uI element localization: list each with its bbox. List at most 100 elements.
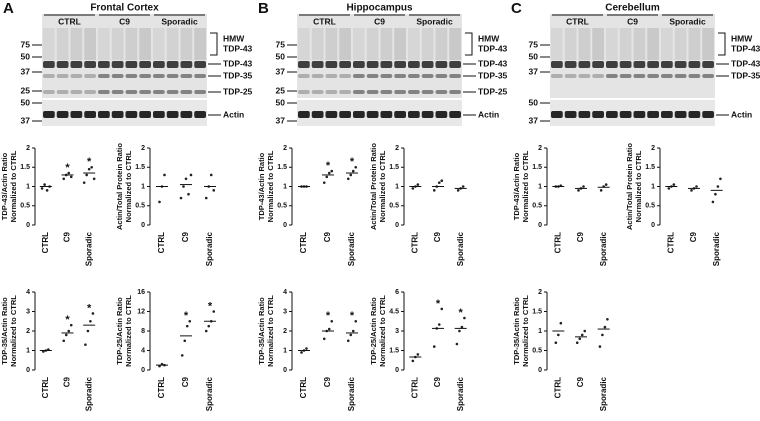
band [421,61,434,68]
y-axis-label: TDP-25/Actin Ratio [369,297,378,365]
y-tick-label: 0 [395,367,399,374]
actin-band [339,111,351,118]
data-point [327,171,331,175]
band [111,61,124,68]
data-point [695,185,698,188]
band [325,61,338,68]
band [70,90,83,94]
data-point [325,175,329,179]
smear [592,28,604,60]
hmw-label: HMW [223,33,245,43]
data-point [711,200,715,204]
smear [56,28,69,60]
y-tick-label: 1 [538,328,542,335]
lane-label: Sporadic [161,16,198,26]
y-tick-label: 0.5 [389,203,399,210]
band [194,61,206,68]
data-point [330,319,334,323]
band [578,61,591,68]
data-point [606,318,609,321]
band [394,74,406,78]
y-tick-label: 0 [141,222,145,229]
band [408,90,420,94]
x-tick-label: Sporadic [456,231,465,266]
x-tick-label: Sporadic [84,231,93,266]
band [98,90,110,94]
data-point [667,187,671,190]
y-axis-label: Normalized to CTRL [9,295,18,367]
band [366,74,379,78]
data-point [69,323,73,327]
significance: * [436,298,441,310]
significance: * [184,310,189,322]
y-tick-label: 6 [395,289,399,296]
actin-band [619,111,632,118]
actin-band [674,111,687,118]
band [421,74,434,78]
band-label: Actin [223,109,244,119]
band [647,74,659,78]
smear [139,28,151,60]
actin-band [435,111,448,118]
y-tick-label: 3 [283,308,287,315]
lane-label: CTRL [58,16,81,26]
data-point [69,175,73,179]
band [661,61,673,68]
band [380,74,393,78]
mw-marker: 37 [276,66,286,76]
data-point [322,181,326,184]
data-point [440,307,444,311]
smear [153,28,165,60]
data-point [91,312,95,315]
smear [125,28,138,60]
y-axis-label: TDP-35/Actin Ratio [257,297,266,365]
x-tick-label: Sporadic [347,376,356,411]
band [449,90,461,94]
mw-marker: 37 [276,115,286,125]
mw-marker: 37 [529,115,539,125]
y-tick-label: 1.5 [645,164,655,171]
x-tick-label: Sporadic [205,376,214,411]
data-point [690,189,693,192]
data-point [212,189,216,192]
band [674,74,687,78]
band [298,90,310,94]
blot [550,14,715,98]
smear [111,28,124,60]
x-tick-label: C9 [323,231,332,242]
x-tick-label: CTRL [157,377,166,398]
significance: * [326,310,331,322]
band [325,74,338,78]
band [153,90,165,94]
band [180,61,193,68]
actin-blot [42,100,207,126]
significance: * [65,162,70,174]
x-tick-label: CTRL [410,377,419,398]
band [449,74,461,78]
actin-band [421,111,434,118]
y-tick-label: 2 [538,145,542,152]
actin-band [394,111,406,118]
actin-band [84,111,96,118]
panel-title: Cerebellum [605,3,660,14]
y-tick-label: 2 [538,289,542,296]
mw-marker: 25 [21,85,31,95]
data-point [437,181,441,184]
data-point [64,333,68,337]
y-tick-label: 0.5 [532,347,542,354]
x-tick-label: C9 [181,231,190,242]
actin-band [311,111,324,118]
band [56,74,69,78]
band [551,61,563,68]
band [56,61,69,68]
band [619,61,632,68]
data-point [92,177,96,181]
mw-marker: 75 [529,39,539,49]
band [702,61,714,68]
data-point [672,183,676,186]
band [139,61,151,68]
mw-marker: 37 [21,115,31,125]
lane-label: CTRL [313,16,336,26]
data-point [300,351,303,354]
